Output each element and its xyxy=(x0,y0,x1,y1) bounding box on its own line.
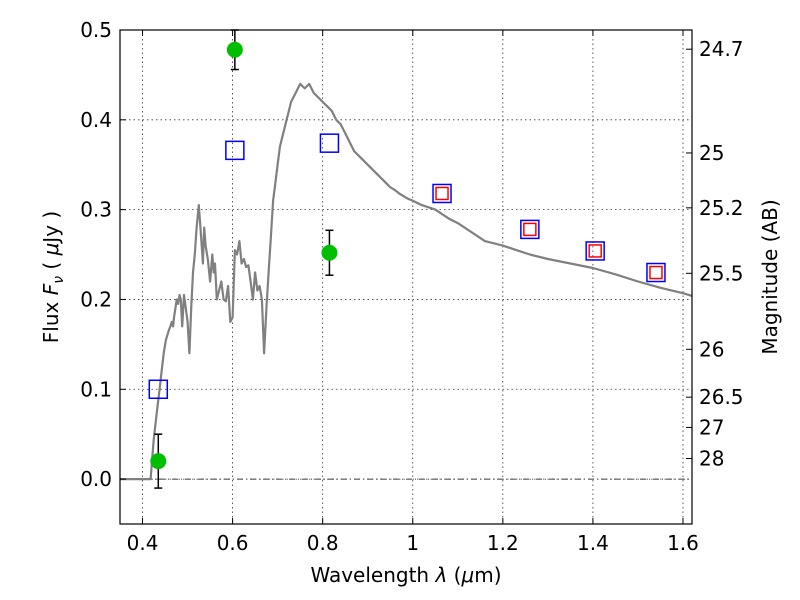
x-tick-label: 1.4 xyxy=(577,531,609,555)
y2-tick-label: 24.7 xyxy=(699,37,744,61)
blue-square-marker xyxy=(646,262,666,283)
green-data-point xyxy=(226,41,243,58)
axis-ticks: 0.4 0.6 0.8 1 1.2 1.4 1.6 0.0 0.1 0.2 0.3 0.4 0.5 24.… xyxy=(80,18,743,555)
y-tick-label: 0.0 xyxy=(80,467,112,491)
y2-tick-label: 27 xyxy=(699,415,724,439)
x-tick-label: 1 xyxy=(406,531,419,555)
blue-square-marker xyxy=(520,219,540,240)
blue-square-marker xyxy=(585,241,605,261)
blue-square-marker xyxy=(319,133,340,153)
y-axis-label: Flux Fν ( μJy ) xyxy=(39,211,67,343)
spectrum-series xyxy=(120,82,693,481)
green-data-point xyxy=(150,453,167,470)
y2-tick-label: 28 xyxy=(699,447,724,471)
x-tick-label: 1.6 xyxy=(667,531,699,555)
green-data-point xyxy=(321,244,338,261)
photometry-points xyxy=(148,29,666,489)
blue-square-marker xyxy=(432,183,452,204)
plot-frame xyxy=(119,29,693,525)
y2-tick-label: 25 xyxy=(699,141,724,165)
y2-tick-label: 26.5 xyxy=(699,385,744,409)
x-tick-label: 1.2 xyxy=(487,531,519,555)
x-tick-label: 0.8 xyxy=(307,531,339,555)
y-tick-label: 0.4 xyxy=(80,108,112,132)
blue-square-marker xyxy=(148,379,169,400)
y-tick-label: 0.2 xyxy=(80,287,112,311)
y2-tick-label: 25.5 xyxy=(699,261,744,285)
y2-axis-label: Magnitude (AB) xyxy=(758,199,782,354)
y-tick-label: 0.5 xyxy=(80,18,112,42)
spectrum-line xyxy=(120,82,693,481)
y-tick-label: 0.3 xyxy=(80,198,112,222)
red-square-marker xyxy=(588,244,602,258)
red-square-marker xyxy=(649,265,663,280)
y-tick-label: 0.1 xyxy=(80,377,112,401)
grid xyxy=(120,29,692,524)
x-tick-label: 0.4 xyxy=(127,531,159,555)
red-square-marker xyxy=(435,186,449,201)
y2-tick-label: 26 xyxy=(699,337,724,361)
blue-square-marker xyxy=(225,140,245,161)
y2-tick-label: 25.2 xyxy=(699,196,744,220)
red-square-marker xyxy=(523,222,537,237)
x-axis-label: Wavelength λ (μm) xyxy=(310,563,501,587)
x-tick-label: 0.6 xyxy=(217,531,249,555)
